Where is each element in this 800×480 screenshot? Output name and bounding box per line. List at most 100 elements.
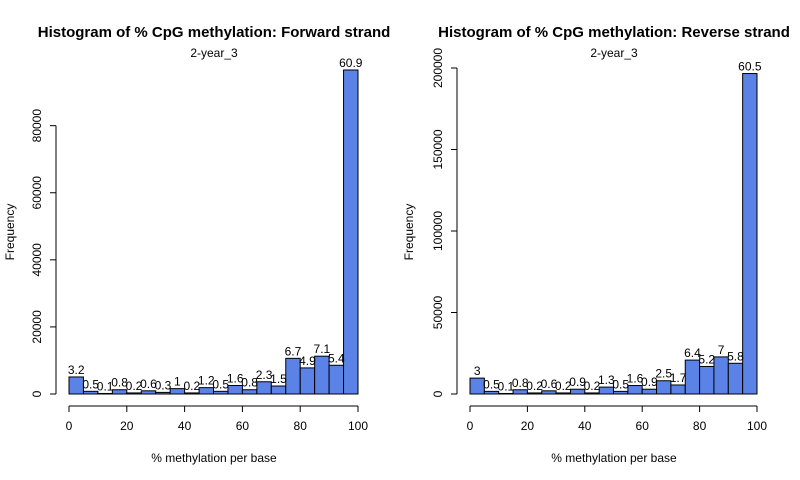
x-axis-label: % methylation per base	[151, 451, 277, 465]
bar-data-label: 0.2	[584, 379, 601, 393]
bar-data-label: 2.3	[256, 368, 273, 382]
histogram-bar	[699, 365, 715, 395]
bar-data-label: 1.6	[627, 372, 644, 386]
bar-data-label: 60.9	[339, 56, 363, 70]
x-tick-label: 80	[294, 419, 308, 433]
histogram-bar	[569, 388, 586, 395]
bar-data-label: 0.6	[541, 377, 558, 391]
histogram-bar	[270, 385, 287, 395]
x-tick-label: 60	[236, 419, 250, 433]
histogram-bar	[613, 390, 629, 395]
x-tick-label: 100	[747, 419, 767, 433]
histogram-bar	[343, 69, 359, 395]
bar-data-label: 0.2	[126, 379, 143, 393]
histogram-bar	[314, 355, 330, 395]
bar-data-label: 0.1	[498, 379, 515, 393]
histogram-bar	[555, 392, 571, 395]
histogram-bar	[227, 384, 243, 395]
bar-labels: 3.20.50.10.80.20.60.3 1 0.21.20.51.60.82.3…	[68, 56, 363, 393]
bar-data-label: 4.9	[299, 354, 316, 368]
bar-data-label: 1.7	[670, 371, 687, 385]
bars	[68, 69, 359, 395]
histogram-bar	[469, 377, 485, 395]
histogram-bar	[641, 388, 658, 395]
histogram-bar	[155, 391, 171, 395]
bar-data-label: 0.5	[82, 377, 99, 391]
histogram-bar	[256, 381, 272, 395]
y-tick-label: 40000	[30, 243, 44, 277]
x-tick-label: 0	[467, 419, 474, 433]
y-axis-label: Frequency	[402, 204, 416, 261]
y-tick-label: 100000	[431, 211, 445, 251]
bar-data-label: 0.8	[512, 376, 529, 390]
y-axis: 0 20000 40000 60000 80000	[30, 109, 57, 397]
histogram-bar	[126, 392, 142, 395]
histogram-bar	[498, 392, 514, 395]
y-tick-label: 60000	[30, 176, 44, 210]
reverse-strand-panel: Histogram of % CpG methylation: Reverse …	[402, 24, 790, 465]
histogram-bar	[328, 364, 345, 395]
histogram-bar	[68, 376, 84, 395]
bar-data-label: 1	[174, 375, 181, 389]
bar-data-label: 1.5	[270, 372, 287, 386]
histogram-bar	[140, 390, 157, 395]
y-tick-label: 50000	[431, 295, 445, 329]
y-axis: 0 50000 100000 150000 200000	[431, 48, 458, 397]
bar-data-label: 3.2	[68, 363, 85, 377]
histogram-bar	[670, 384, 686, 395]
histogram-bar	[241, 389, 258, 395]
histogram-bar	[111, 389, 128, 395]
bar-data-label: 0.6	[140, 377, 157, 391]
y-tick-label: 20000	[30, 310, 44, 344]
histogram-bar	[198, 387, 215, 395]
bar-data-label: 0.3	[155, 378, 172, 392]
histogram-bar	[299, 367, 316, 395]
x-tick-label: 100	[348, 419, 368, 433]
bar-data-label: 5.2	[698, 352, 715, 366]
histogram-bar	[82, 390, 99, 395]
x-tick-label: 60	[636, 419, 650, 433]
x-axis: 0 20 40 60 80 100	[467, 405, 767, 433]
bar-data-label: 0.5	[612, 377, 629, 391]
x-tick-label: 40	[178, 419, 192, 433]
bar-data-label: 0.5	[212, 377, 229, 391]
bar-data-label: 0.1	[97, 379, 114, 393]
bar-data-label: 0.9	[641, 375, 658, 389]
histogram-bar	[526, 392, 543, 395]
bar-data-label: 0.8	[111, 376, 128, 390]
chart-subtitle: 2-year_3	[590, 46, 638, 60]
bar-data-label: 0.2	[555, 379, 572, 393]
x-axis: 0 20 40 60 80 100	[66, 405, 368, 433]
bar-data-label: 6.4	[684, 346, 701, 360]
y-tick-label: 150000	[431, 129, 445, 169]
chart-title: Histogram of % CpG methylation: Forward …	[38, 24, 391, 41]
bar-data-label: 0.2	[183, 379, 200, 393]
bar-data-label: 7	[718, 343, 725, 357]
y-axis-label: Frequency	[3, 204, 17, 261]
histogram-bar	[169, 388, 186, 395]
histogram-bar	[512, 389, 528, 395]
histogram-bar	[727, 362, 744, 395]
bar-data-label: 0.8	[241, 376, 258, 390]
histogram-bar	[213, 390, 229, 395]
bar-data-label: 2.5	[655, 367, 672, 381]
chart-subtitle: 2-year_3	[190, 46, 238, 60]
y-tick-label: 200000	[431, 48, 445, 88]
bars	[469, 73, 758, 395]
bar-data-label: 1.2	[198, 374, 215, 388]
bar-data-label: 60.5	[738, 60, 762, 74]
bar-labels: 30.50.10.80.20.60.20.90.21.30.51.60.92.5…	[474, 60, 762, 394]
bar-data-label: 1.3	[598, 373, 615, 387]
x-axis-label: % methylation per base	[551, 451, 677, 465]
bar-data-label: 5.4	[328, 351, 345, 365]
bar-data-label: 6.7	[285, 344, 302, 358]
histogram-bar	[742, 73, 758, 395]
bar-data-label: 3	[474, 364, 481, 378]
chart-title: Histogram of % CpG methylation: Reverse …	[438, 24, 790, 41]
histogram-bar	[285, 357, 301, 395]
histogram-bar	[584, 392, 600, 395]
x-tick-label: 20	[521, 419, 535, 433]
y-tick-label: 80000	[30, 109, 44, 143]
y-tick-label: 0	[431, 390, 445, 397]
x-tick-label: 40	[578, 419, 592, 433]
